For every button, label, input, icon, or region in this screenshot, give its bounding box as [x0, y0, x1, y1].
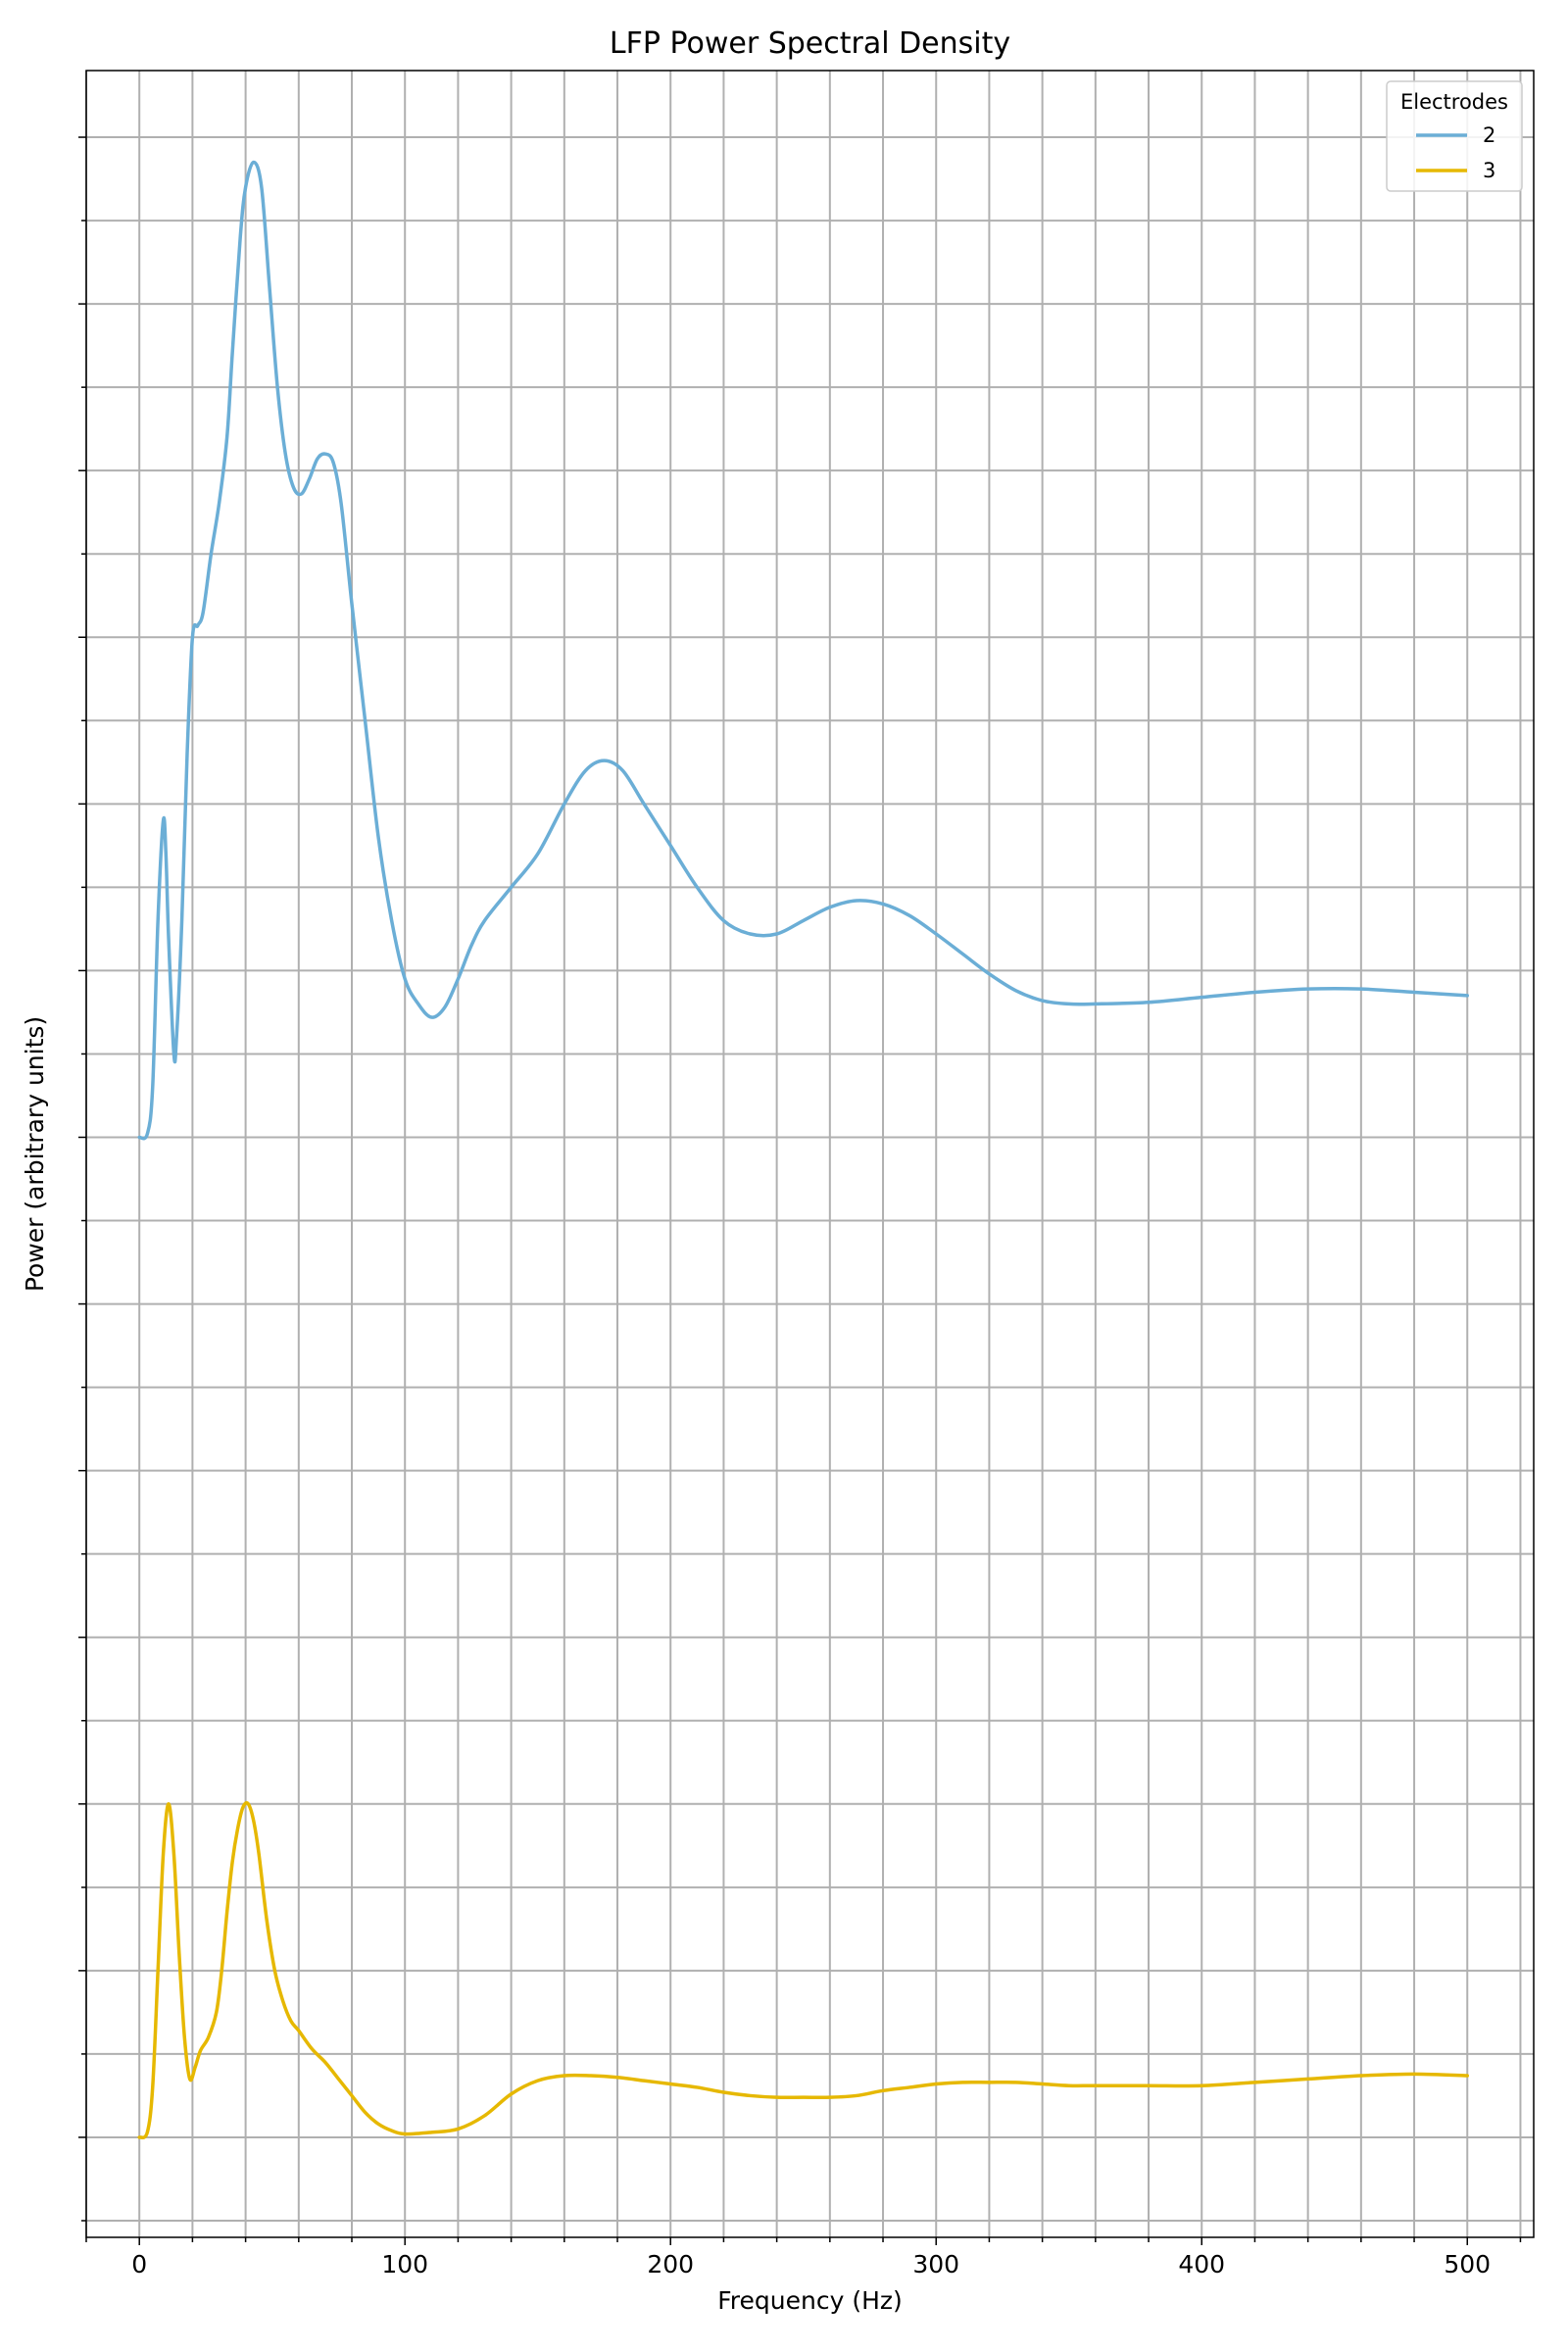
- x-tick-label: 100: [381, 2250, 428, 2278]
- plot-frame: [85, 70, 1535, 2238]
- x-tick-label: 400: [1178, 2250, 1225, 2278]
- legend-label-electrode-2: 2: [1483, 123, 1495, 147]
- legend-label-electrode-3: 3: [1483, 159, 1495, 182]
- x-tick-labels: 0 100 200 300 400 500: [131, 2250, 1491, 2278]
- x-tick-label: 200: [647, 2250, 694, 2278]
- x-tick-label: 300: [912, 2250, 959, 2278]
- x-tick-label: 0: [131, 2250, 147, 2278]
- y-axis-label: Power (arbitrary units): [21, 1016, 49, 1292]
- x-axis-label: Frequency (Hz): [717, 2286, 903, 2315]
- axis-ticks: [78, 136, 1522, 2245]
- series-line-electrode-2: [137, 160, 1469, 1141]
- legend-title: Electrodes: [1400, 90, 1508, 114]
- x-tick-label: 500: [1444, 2250, 1491, 2278]
- legend-entries: 23: [1416, 123, 1495, 182]
- series-lines: [137, 160, 1469, 2140]
- grid: [85, 71, 1534, 2237]
- chart-title: LFP Power Spectral Density: [610, 26, 1010, 61]
- series-line-electrode-3: [137, 1801, 1469, 2140]
- legend: Electrodes 23: [1386, 80, 1523, 192]
